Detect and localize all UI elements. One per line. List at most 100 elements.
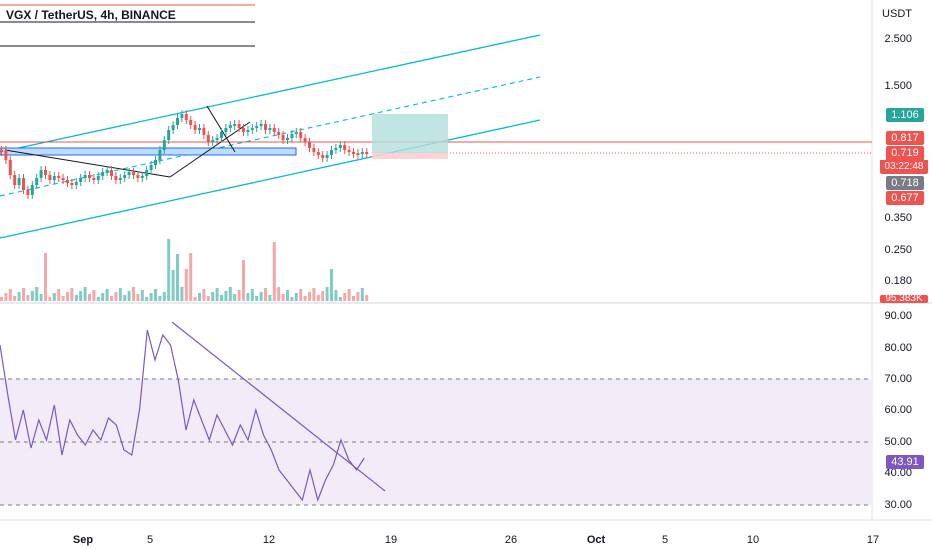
volume-bar	[312, 288, 316, 301]
target-zone[interactable]	[372, 114, 448, 153]
volume-bar	[136, 294, 140, 301]
price-axis-currency: USDT	[882, 8, 912, 20]
channel-lower[interactable]	[0, 119, 541, 239]
price-tick: 2.500	[884, 33, 912, 45]
volume-bar	[334, 290, 338, 301]
candle-body	[360, 152, 364, 154]
volume-bar	[215, 288, 219, 301]
volume-bar	[193, 297, 197, 301]
candle-body	[136, 175, 140, 178]
volume-bar	[83, 287, 87, 301]
candle-body	[330, 150, 333, 155]
candle-body	[123, 175, 127, 178]
time-label: 12	[262, 534, 276, 546]
candle-body	[140, 176, 144, 178]
time-label: 5	[661, 534, 669, 546]
price-tick: 0.350	[884, 212, 912, 224]
volume-bar	[184, 269, 188, 301]
candle-body	[17, 178, 21, 185]
volume-bar	[308, 292, 311, 301]
candle-body	[228, 125, 232, 128]
volume-bar	[365, 295, 369, 301]
candle-body	[4, 150, 8, 160]
volume-bar	[101, 293, 105, 301]
candle-body	[162, 140, 166, 150]
volume-bar	[272, 242, 276, 301]
volume-bar	[35, 287, 39, 301]
volume-bar	[202, 289, 206, 301]
candle-body	[299, 132, 303, 138]
candle-body	[356, 153, 360, 155]
candle-body	[154, 160, 157, 165]
volume-bar	[154, 289, 157, 301]
time-label: Sep	[72, 534, 94, 546]
candle-body	[22, 178, 25, 190]
countdown-badge: 03:22:48	[880, 160, 928, 174]
candle-body	[96, 176, 100, 180]
volume-bar	[303, 296, 307, 301]
price-tick: 1.500	[884, 80, 912, 92]
volume-bar	[352, 296, 355, 301]
candle-body	[39, 170, 43, 178]
volume-bar	[162, 292, 166, 301]
volume-bar	[132, 287, 135, 301]
volume-bar	[0, 297, 3, 301]
candle-body	[303, 138, 307, 142]
volume-bar	[294, 293, 298, 301]
volume-bar	[316, 295, 320, 301]
volume-bar	[26, 295, 30, 301]
candle-body	[281, 135, 285, 140]
volume-bar	[259, 292, 263, 301]
candle-body	[334, 148, 338, 150]
volume-bar	[17, 292, 21, 301]
candle-body	[290, 134, 294, 138]
volume-bar	[264, 288, 267, 301]
candle-body	[171, 125, 175, 130]
volume-bar	[22, 288, 25, 301]
volume-bar	[171, 270, 175, 301]
volume-bar	[286, 290, 289, 301]
stop-zone[interactable]	[372, 153, 448, 159]
time-label: 26	[504, 534, 518, 546]
volume-bar	[110, 296, 113, 301]
candle-body	[338, 145, 342, 148]
candlestick-series	[0, 110, 369, 199]
candle-body	[74, 182, 78, 185]
volume-bar	[8, 289, 12, 301]
rsi-value-badge: 43.91	[886, 455, 924, 469]
time-label: Oct	[586, 534, 606, 546]
volume-series	[0, 239, 369, 301]
support-zone[interactable]	[0, 147, 297, 156]
time-label: 5	[146, 534, 154, 546]
candle-body	[264, 124, 267, 130]
candle-body	[70, 183, 74, 185]
candle-body	[8, 160, 12, 175]
candle-body	[202, 128, 206, 135]
volume-bar	[237, 290, 241, 301]
candle-body	[233, 124, 237, 126]
volume-bar	[246, 293, 250, 301]
rsi-trendline[interactable]	[171, 321, 386, 492]
candle-body	[321, 155, 325, 158]
volume-bar	[149, 293, 153, 301]
channel-upper[interactable]	[0, 34, 541, 153]
volume-bar	[347, 289, 351, 301]
volume-bar	[211, 292, 215, 301]
candle-body	[30, 185, 34, 195]
candle-body	[242, 128, 245, 132]
candle-body	[61, 178, 65, 180]
volume-bar	[356, 292, 360, 301]
rsi-tick: 80.00	[884, 342, 912, 354]
volume-bar	[145, 297, 149, 301]
volume-bar	[92, 290, 96, 301]
volume-bar	[79, 291, 83, 301]
volume-bar	[189, 253, 193, 301]
volume-bar	[228, 287, 232, 301]
volume-bar	[158, 296, 162, 301]
trendline-up[interactable]	[169, 121, 251, 178]
volume-bar	[140, 290, 144, 301]
candle-body	[158, 150, 162, 160]
candle-body	[114, 176, 118, 180]
candle-body	[35, 178, 39, 185]
